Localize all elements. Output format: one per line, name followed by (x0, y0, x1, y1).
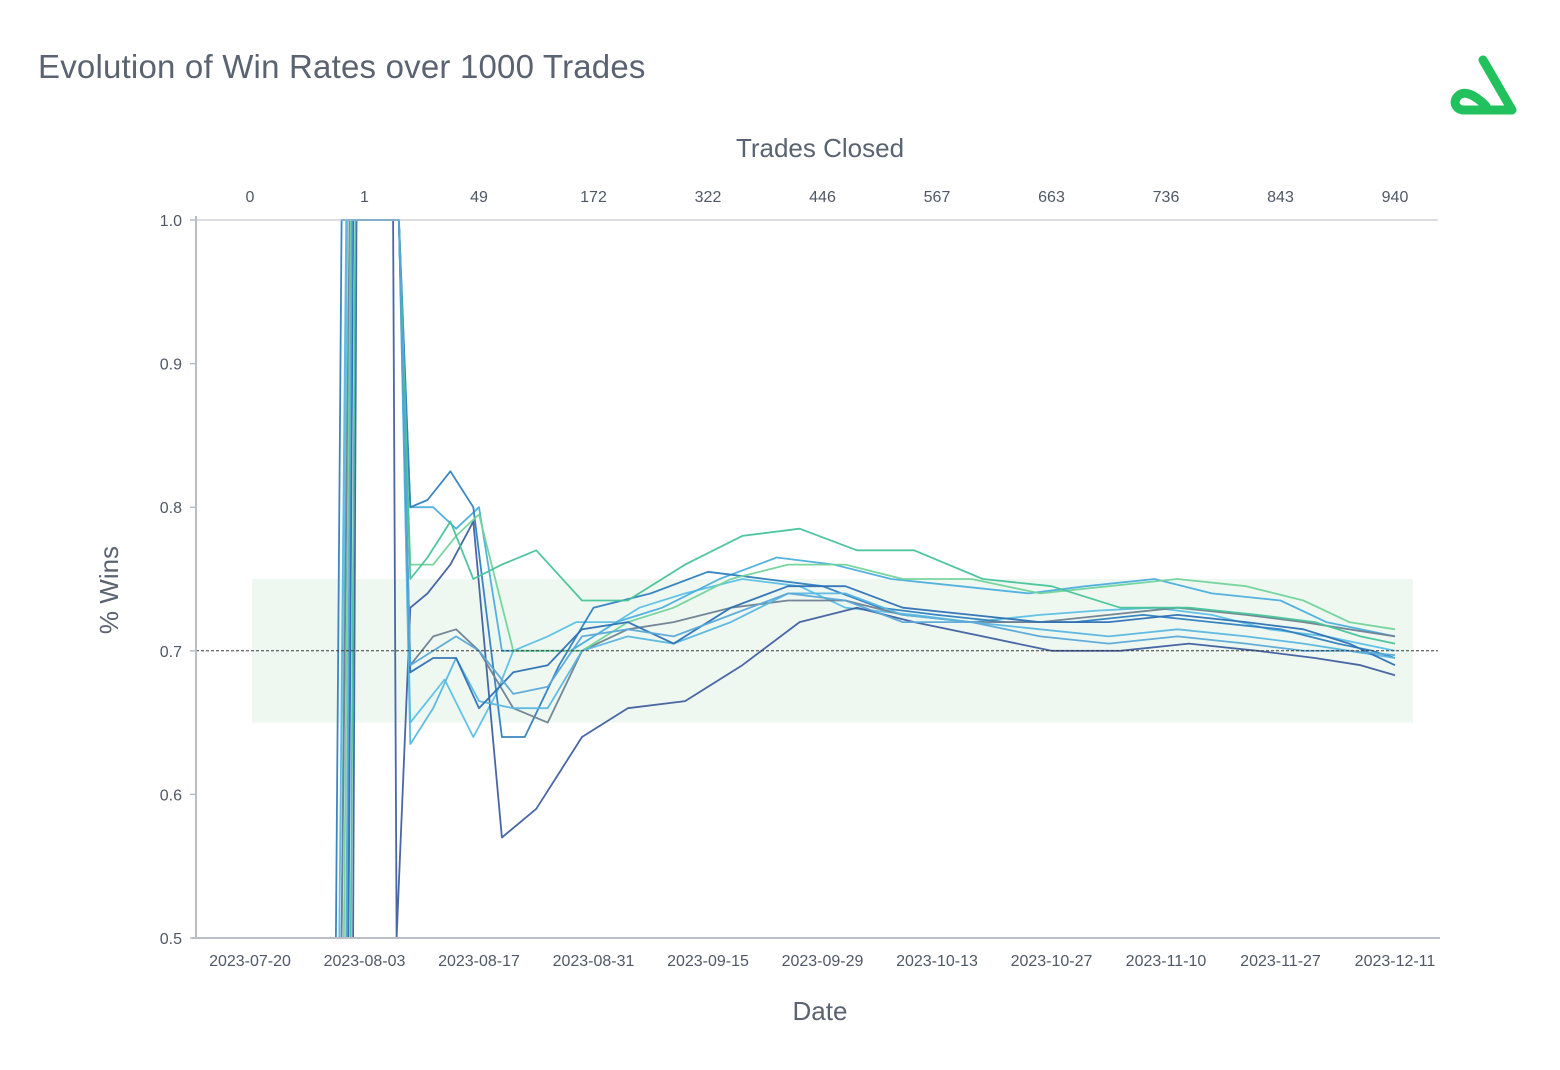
x-tick-label: 2023-11-10 (1126, 953, 1207, 970)
x2-tick-label: 1 (360, 189, 369, 206)
x2-tick-label: 736 (1153, 189, 1180, 206)
y-tick-label: 0.8 (160, 500, 182, 517)
x-tick-label: 2023-08-03 (324, 953, 406, 970)
x2-tick-label: 322 (695, 189, 722, 206)
x-tick-label: 2023-07-20 (209, 953, 291, 970)
x2-tick-label: 49 (470, 189, 488, 206)
x-tick-label: 2023-09-29 (782, 953, 864, 970)
x-tick-label: 2023-11-27 (1240, 953, 1321, 970)
y-tick-label: 1.0 (160, 213, 182, 230)
series-line-10 (250, 219, 1396, 939)
chart-title: Evolution of Win Rates over 1000 Trades (38, 48, 646, 85)
x-tick-label: 2023-10-13 (896, 953, 978, 970)
x2-tick-label: 0 (246, 189, 255, 206)
x2-tick-label: 940 (1382, 189, 1409, 206)
y-tick-label: 0.7 (160, 644, 182, 661)
x2-tick-label: 663 (1038, 189, 1065, 206)
series-line-4 (250, 219, 1396, 939)
x2-tick-label: 843 (1267, 189, 1294, 206)
x-axis-title: Date (793, 996, 848, 1026)
y-tick-label: 0.6 (160, 787, 182, 804)
x2-axis-title: Trades Closed (736, 133, 904, 163)
x-tick-label: 2023-08-31 (553, 953, 635, 970)
y-axis-title: % Wins (94, 546, 124, 634)
y-tick-label: 0.5 (160, 931, 182, 948)
x-tick-label: 2023-10-27 (1011, 953, 1093, 970)
x-tick-label: 2023-12-11 (1355, 953, 1436, 970)
brand-triangle-logo-icon (1450, 55, 1517, 115)
x-tick-label: 2023-09-15 (667, 953, 749, 970)
x2-tick-label: 172 (580, 189, 607, 206)
y-tick-label: 0.9 (160, 357, 182, 374)
x2-tick-label: 567 (924, 189, 951, 206)
x-tick-label: 2023-08-17 (438, 953, 520, 970)
x2-tick-label: 446 (809, 189, 836, 206)
